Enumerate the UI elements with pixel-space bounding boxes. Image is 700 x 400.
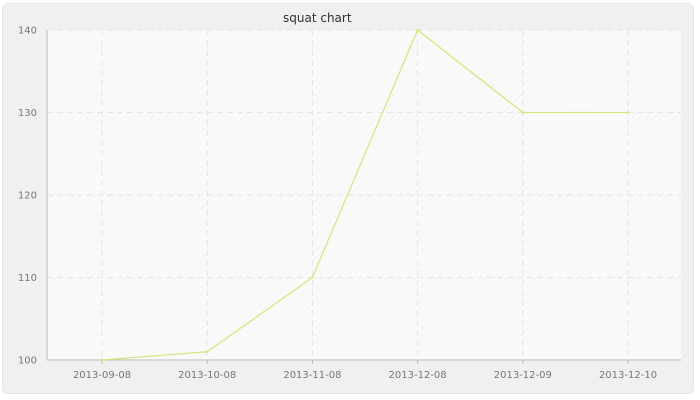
- chart-title: squat chart: [283, 11, 352, 25]
- tick-labels: 100 110 120 130 140 2013-09-08 2013-10-08 2013-…: [18, 26, 657, 382]
- y-tick-label: 100: [18, 356, 37, 367]
- x-tick-label: 2013-09-08: [73, 370, 131, 381]
- series: [100, 28, 630, 362]
- series-line: [101, 29, 628, 361]
- data-point: [100, 358, 104, 362]
- data-point: [311, 276, 314, 279]
- y-tick-label: 110: [18, 273, 37, 284]
- data-point: [416, 28, 419, 32]
- data-point: [626, 111, 630, 114]
- x-tick-label: 2013-12-08: [389, 370, 447, 381]
- data-point: [521, 111, 524, 114]
- x-tick-label: 2013-12-10: [599, 370, 657, 381]
- grid: [47, 29, 681, 360]
- y-tick-label: 120: [18, 191, 37, 202]
- y-tick-label: 130: [18, 108, 37, 119]
- data-point: [206, 350, 209, 353]
- x-tick-label: 2013-10-08: [178, 370, 236, 381]
- y-tick-label: 140: [18, 26, 37, 37]
- x-tick-label: 2013-11-08: [283, 370, 341, 381]
- x-tick-label: 2013-12-09: [494, 370, 552, 381]
